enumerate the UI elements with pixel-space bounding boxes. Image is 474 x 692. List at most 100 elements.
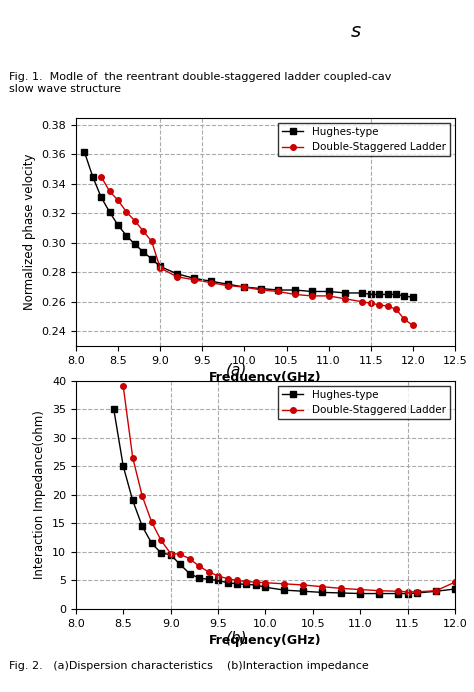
Hughes-type (405, 590, 410, 598)
Hughes-type (208, 277, 213, 285)
Double-Staggered Ladder (120, 382, 126, 390)
Hughes-type (130, 496, 136, 504)
Double-Staggered Ladder (115, 196, 121, 204)
Double-Staggered Ladder (359, 298, 365, 306)
Hughes-type (368, 290, 374, 298)
Hughes-type (263, 583, 268, 592)
Double-Staggered Ladder (326, 292, 331, 300)
Y-axis label: Normalized phase velocity: Normalized phase velocity (23, 154, 36, 310)
X-axis label: Frequency(GHz): Frequency(GHz) (209, 635, 322, 647)
Hughes-type (395, 590, 401, 598)
Legend: Hughes-type, Double-Staggered Ladder: Hughes-type, Double-Staggered Ladder (278, 123, 450, 156)
Hughes-type (433, 587, 439, 595)
Hughes-type (111, 405, 117, 413)
Double-Staggered Ladder (282, 580, 287, 588)
Hughes-type (275, 286, 281, 294)
Hughes-type (98, 193, 104, 201)
Text: (b): (b) (226, 630, 248, 646)
Double-Staggered Ladder (124, 208, 129, 216)
X-axis label: Frequency(GHz): Frequency(GHz) (209, 372, 322, 384)
Double-Staggered Ladder (191, 275, 197, 284)
Hughes-type (157, 262, 163, 271)
Hughes-type (292, 286, 298, 294)
Hughes-type (225, 280, 230, 289)
Hughes-type (149, 255, 155, 263)
Hughes-type (168, 551, 173, 559)
Double-Staggered Ladder (149, 518, 155, 527)
Double-Staggered Ladder (357, 585, 363, 594)
Double-Staggered Ladder (401, 316, 407, 324)
Y-axis label: Interaction Impedance(ohm): Interaction Impedance(ohm) (34, 410, 46, 579)
Hughes-type (401, 292, 407, 300)
Hughes-type (140, 248, 146, 256)
Double-Staggered Ladder (242, 283, 247, 291)
Double-Staggered Ladder (187, 554, 192, 563)
Hughes-type (244, 581, 249, 589)
Double-Staggered Ladder (275, 287, 281, 295)
Double-Staggered Ladder (140, 227, 146, 235)
Double-Staggered Ladder (292, 290, 298, 298)
Hughes-type (196, 574, 202, 582)
Double-Staggered Ladder (158, 536, 164, 545)
Double-Staggered Ladder (168, 549, 173, 558)
Hughes-type (242, 283, 247, 291)
Double-Staggered Ladder (177, 550, 183, 558)
Hughes-type (376, 590, 382, 598)
Double-Staggered Ladder (301, 581, 306, 589)
Double-Staggered Ladder (196, 562, 202, 570)
Text: s: s (350, 21, 361, 41)
Legend: Hughes-type, Double-Staggered Ladder: Hughes-type, Double-Staggered Ladder (278, 386, 450, 419)
Hughes-type (258, 284, 264, 293)
Double-Staggered Ladder (149, 237, 155, 246)
Double-Staggered Ladder (157, 264, 163, 272)
Double-Staggered Ladder (206, 567, 211, 576)
Double-Staggered Ladder (225, 282, 230, 290)
Hughes-type (326, 287, 331, 295)
Hughes-type (338, 589, 344, 597)
Double-Staggered Ladder (174, 273, 180, 281)
Double-Staggered Ladder (376, 587, 382, 595)
Hughes-type (385, 290, 391, 298)
Hughes-type (132, 240, 137, 248)
Hughes-type (357, 590, 363, 598)
Double-Staggered Ladder (376, 300, 382, 309)
Hughes-type (359, 289, 365, 297)
Hughes-type (309, 287, 315, 295)
Hughes-type (158, 549, 164, 557)
Hughes-type (82, 147, 87, 156)
Double-Staggered Ladder (130, 453, 136, 462)
Hughes-type (410, 293, 416, 302)
Hughes-type (191, 274, 197, 282)
Double-Staggered Ladder (309, 292, 315, 300)
Hughes-type (282, 586, 287, 594)
Hughes-type (107, 208, 112, 216)
Hughes-type (206, 575, 211, 583)
Hughes-type (115, 221, 121, 229)
Double-Staggered Ladder (385, 302, 391, 311)
Double-Staggered Ladder (208, 278, 213, 286)
Double-Staggered Ladder (368, 299, 374, 307)
Hughes-type (301, 587, 306, 595)
Hughes-type (215, 576, 221, 585)
Hughes-type (120, 462, 126, 471)
Text: (a): (a) (226, 363, 248, 378)
Line: Hughes-type: Hughes-type (82, 149, 416, 300)
Double-Staggered Ladder (225, 574, 230, 583)
Hughes-type (253, 581, 259, 589)
Double-Staggered Ladder (414, 588, 420, 596)
Double-Staggered Ladder (338, 584, 344, 592)
Double-Staggered Ladder (405, 588, 410, 596)
Double-Staggered Ladder (215, 572, 221, 580)
Double-Staggered Ladder (234, 576, 240, 585)
Hughes-type (174, 270, 180, 278)
Hughes-type (393, 290, 399, 298)
Double-Staggered Ladder (393, 305, 399, 313)
Hughes-type (319, 588, 325, 597)
Double-Staggered Ladder (263, 579, 268, 587)
Double-Staggered Ladder (244, 577, 249, 585)
Double-Staggered Ladder (139, 492, 145, 500)
Hughes-type (124, 231, 129, 239)
Hughes-type (187, 570, 192, 578)
Text: Fig. 1.  Modle of  the reentrant double-staggered ladder coupled-cav
slow wave s: Fig. 1. Modle of the reentrant double-st… (9, 72, 392, 94)
Double-Staggered Ladder (98, 172, 104, 181)
